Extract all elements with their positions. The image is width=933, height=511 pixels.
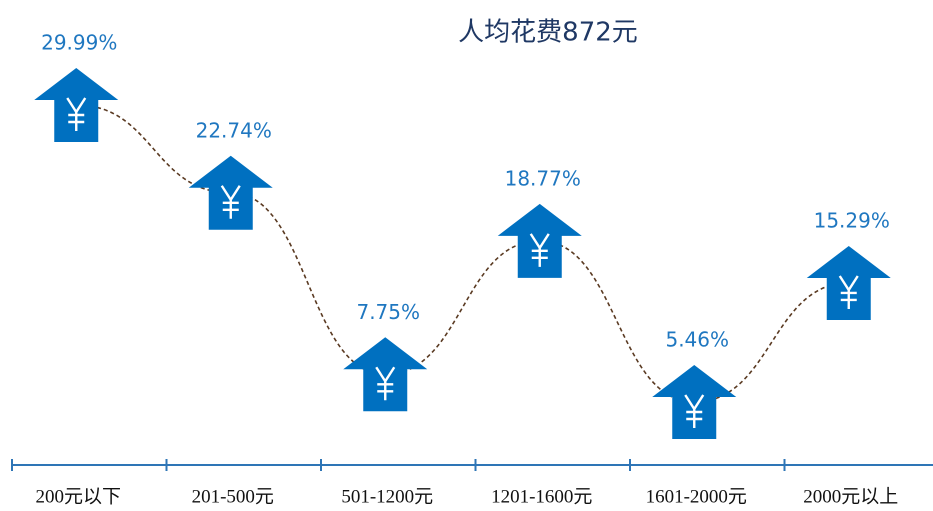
arrow-marker: [652, 365, 737, 439]
value-label: 15.29%: [814, 208, 890, 232]
arrow-marker: [497, 203, 582, 278]
arrow-marker: [34, 68, 119, 142]
value-label: 29.99%: [41, 31, 117, 55]
x-tick-label: 201-500元: [192, 486, 274, 507]
value-label: 7.75%: [356, 300, 420, 324]
arrow: [497, 203, 582, 278]
arrow-marker: [806, 245, 891, 320]
arrow: [188, 155, 273, 230]
value-label: 18.77%: [505, 166, 581, 190]
x-tick-label: 1201-1600元: [491, 486, 592, 507]
x-tick-label: 1601-2000元: [646, 486, 747, 507]
x-tick-label: 501-1200元: [341, 486, 433, 507]
value-label: 5.46%: [665, 328, 729, 352]
yen-icon: [220, 185, 241, 219]
trend-line: [76, 104, 849, 403]
yen-icon: [529, 233, 550, 267]
arrow: [34, 68, 119, 142]
arrow: [652, 365, 737, 439]
arrow-marker: [343, 337, 428, 412]
x-tick-label: 200元以下: [35, 486, 121, 507]
yen-icon: [838, 275, 859, 309]
arrow: [343, 337, 428, 412]
yen-icon: [375, 366, 396, 401]
arrow-marker: [188, 155, 273, 230]
yen-icon: [66, 97, 87, 131]
value-label: 22.74%: [196, 118, 272, 142]
yen-icon: [684, 394, 705, 428]
chart-title: 人均花费872元: [458, 18, 638, 48]
arrow: [806, 245, 891, 320]
x-tick-label: 2000元以上: [803, 485, 898, 507]
